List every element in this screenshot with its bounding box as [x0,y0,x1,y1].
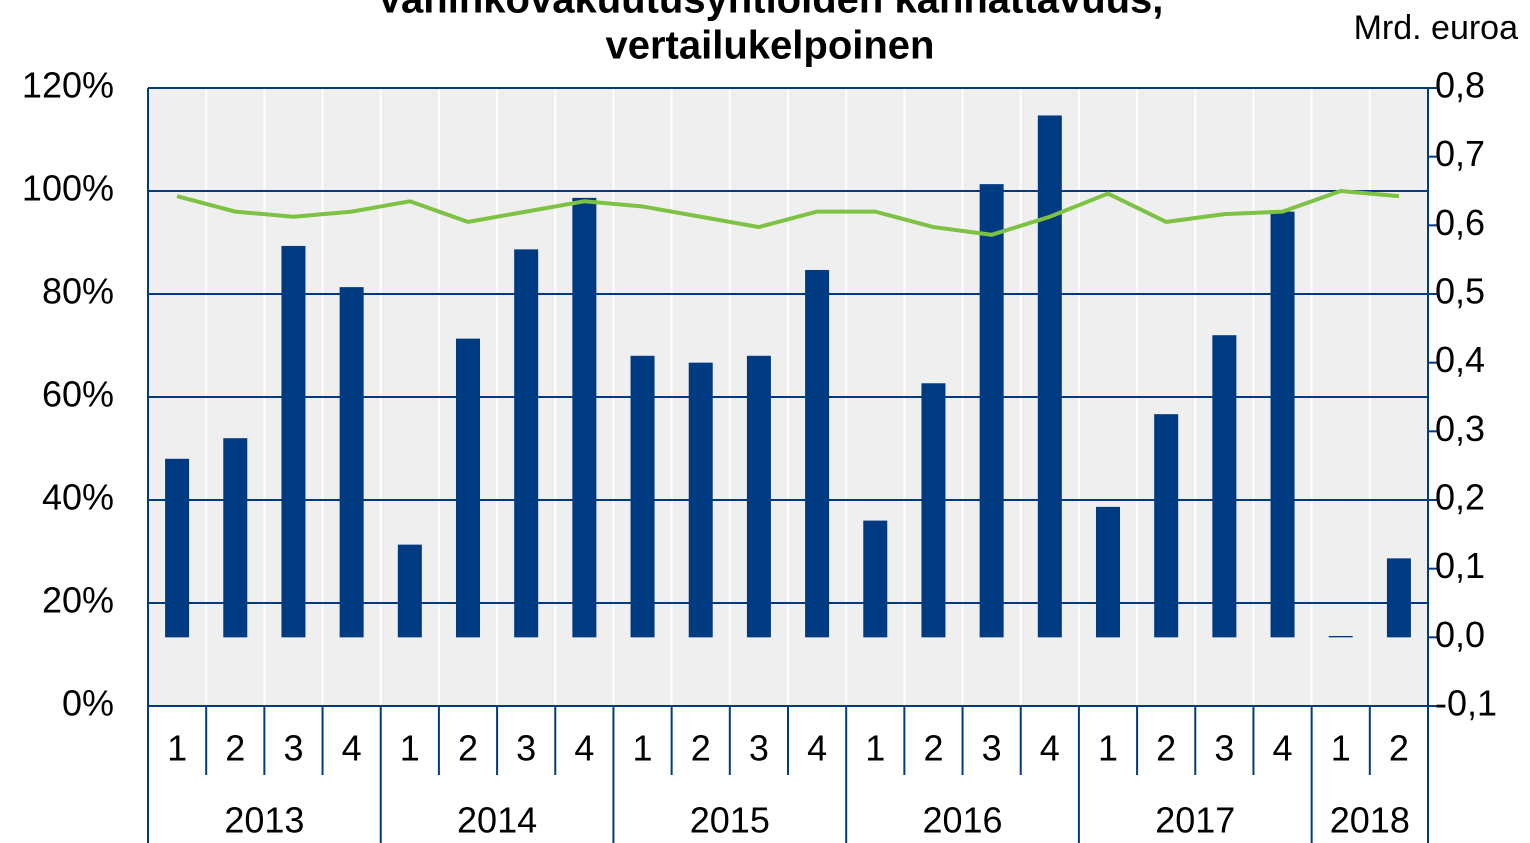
bar [979,184,1004,638]
y-tick-label: 80% [42,271,114,312]
x-tick-label: 1 [1098,728,1118,769]
y2-tick-label: 0,0 [1435,614,1485,655]
bar [397,544,422,638]
bar [1154,414,1179,638]
y2-axis-label: Mrd. euroa [1354,9,1518,47]
x-tick-label: 2 [1156,728,1176,769]
y-tick-label: 0% [62,683,114,724]
y2-tick-label: 0,1 [1435,545,1485,586]
bar [1328,635,1353,638]
y2-tick-label: 0,8 [1435,65,1485,106]
x-tick-label: 1 [1331,728,1351,769]
x-group-label: 2015 [690,800,770,841]
x-tick-label: 4 [807,728,827,769]
y2-tick-label: 0,2 [1435,477,1485,518]
x-tick-label: 1 [633,728,653,769]
bar [223,438,248,638]
x-tick-label: 3 [1214,728,1234,769]
x-tick-label: 4 [574,728,594,769]
x-tick-label: 4 [342,728,362,769]
y-tick-label: 20% [42,580,114,621]
bar [863,520,888,638]
x-group-label: 2014 [457,800,537,841]
bar [688,362,713,638]
x-group-label: 2013 [224,800,304,841]
x-tick-label: 2 [458,728,478,769]
x-tick-label: 2 [691,728,711,769]
bar [339,287,364,638]
y-tick-label: 120% [22,65,114,106]
chart-title: Vahinkovakuutusyhtiöiden kannattavuus, [377,0,1164,22]
y2-tick-label: 0,4 [1435,339,1485,380]
line [176,188,1400,237]
bar [746,355,771,638]
y2-tick-label: -0,1 [1435,683,1497,724]
x-tick-label: 3 [283,728,303,769]
bar [514,249,539,638]
y-tick-label: 100% [22,168,114,209]
chart-title: vertailukelpoinen [606,24,935,68]
bar [921,383,946,638]
bar [1096,506,1120,638]
bar [456,338,480,638]
x-tick-label: 1 [167,728,187,769]
x-group-label: 2018 [1330,800,1410,841]
bar [165,458,190,638]
bar [805,269,830,638]
bar [630,355,655,638]
y2-tick-label: 0,5 [1435,271,1485,312]
x-tick-label: 1 [400,728,420,769]
x-group-label: 2017 [1155,800,1235,841]
x-group-label: 2016 [922,800,1002,841]
y-tick-label: 60% [42,374,114,415]
x-tick-label: 2 [1389,728,1409,769]
x-tick-label: 2 [225,728,245,769]
y-tick-label: 40% [42,477,114,518]
bar [281,245,306,638]
y2-tick-label: 0,3 [1435,408,1485,449]
x-tick-label: 3 [982,728,1002,769]
x-tick-label: 2 [923,728,943,769]
y2-tick-label: 0,6 [1435,202,1485,243]
bar [1037,115,1062,638]
bar [1386,558,1411,638]
bar [572,197,597,638]
x-tick-label: 4 [1273,728,1293,769]
y2-tick-label: 0,7 [1435,133,1485,174]
bar [1270,211,1295,638]
x-tick-label: 3 [749,728,769,769]
bar [1212,335,1237,638]
x-tick-label: 3 [516,728,536,769]
x-tick-label: 4 [1040,728,1060,769]
x-tick-label: 1 [865,728,885,769]
